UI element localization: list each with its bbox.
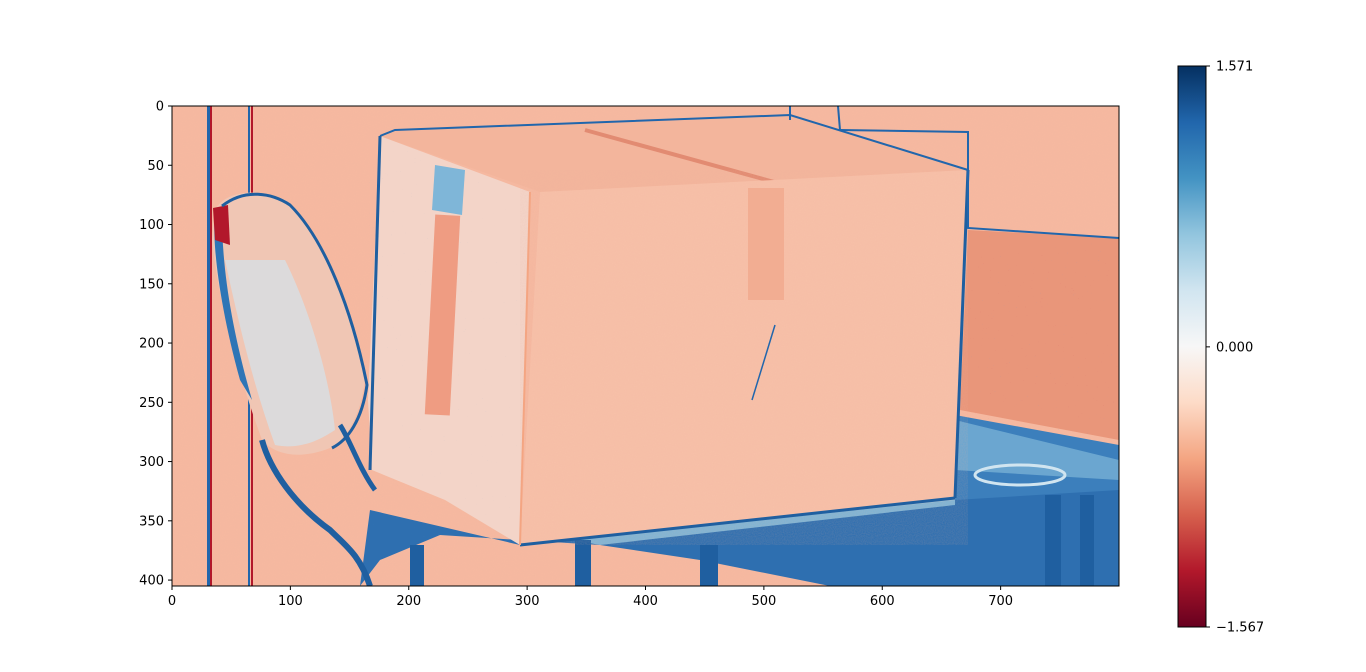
x-tick-label: 0 [168, 594, 176, 609]
y-tick-label: 350 [139, 514, 164, 529]
y-tick-label: 150 [139, 277, 164, 292]
chair-frame [259, 439, 373, 586]
chair-backrest-left-edge [214, 210, 252, 400]
box-tape-blue [432, 165, 465, 215]
x-tick-label: 600 [870, 594, 895, 609]
x-axis: 0 100 200 300 400 500 600 700 [168, 586, 1013, 609]
heatmap-image [172, 106, 1119, 586]
box-front-texture [520, 170, 968, 545]
x-tick-label: 700 [988, 594, 1013, 609]
y-axis: 0 50 100 150 200 250 300 350 400 [139, 100, 172, 589]
colorbar-gradient [1177, 65, 1207, 628]
box-edge-bottom [519, 496, 956, 547]
chair-leg [1080, 495, 1094, 586]
x-tick-label: 300 [515, 594, 540, 609]
chair-leg [575, 540, 591, 586]
wall-edge-line [837, 106, 841, 131]
box-tape-strip [424, 214, 461, 416]
y-tick-label: 0 [156, 100, 164, 115]
colorbar-ticks: −1.567 0.000 1.571 [1206, 60, 1264, 636]
colorbar-tick-label: −1.567 [1216, 621, 1264, 636]
x-tick-label: 100 [278, 594, 303, 609]
door-frame-line [207, 106, 210, 586]
box-edge-right [953, 169, 970, 499]
y-tick-label: 100 [139, 218, 164, 233]
table-hole [973, 463, 1067, 487]
box-front-crease [751, 324, 776, 401]
y-tick-label: 200 [139, 337, 164, 352]
chair-backrest-outline [221, 192, 369, 450]
chair-seat [360, 490, 1119, 586]
y-tick-label: 400 [139, 574, 164, 589]
y-tick-label: 250 [139, 396, 164, 411]
x-tick-label: 200 [396, 594, 421, 609]
table-shadow-noise-red [960, 250, 1119, 420]
chair-backrest-red-edge [213, 205, 230, 245]
y-tick-label: 300 [139, 455, 164, 470]
door-frame-line [210, 106, 212, 586]
chair-frame [337, 423, 378, 492]
chair-backrest-speckle [225, 260, 335, 447]
box-front-tape [748, 188, 784, 300]
box-edge-blue [379, 113, 969, 171]
colorbar: −1.567 0.000 1.571 [1177, 60, 1264, 636]
wall-edge-line [839, 129, 1119, 239]
chair-leg [1045, 495, 1061, 586]
box-edge-corner [519, 191, 531, 546]
x-tick-label: 500 [751, 594, 776, 609]
colorbar-tick-label: 1.571 [1216, 60, 1253, 75]
table-top-light [955, 420, 1119, 480]
x-tick-label: 400 [633, 594, 658, 609]
chair-leg [700, 545, 718, 586]
box-top-seam [584, 128, 786, 187]
chair-leg [410, 545, 424, 586]
colorbar-tick-label: 0.000 [1216, 340, 1253, 355]
y-tick-label: 50 [147, 159, 164, 174]
box-edge-left [368, 135, 382, 471]
